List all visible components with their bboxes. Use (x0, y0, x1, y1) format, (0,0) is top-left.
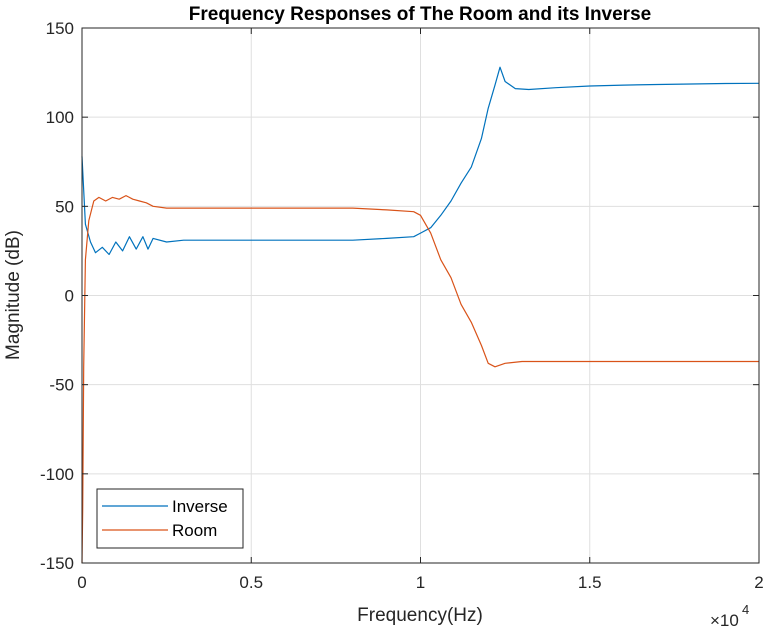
y-tick-label: -50 (49, 376, 74, 395)
series-layer (81, 66, 760, 564)
series-line-room (81, 195, 759, 564)
series-line-inverse (81, 66, 760, 256)
x-tick-label: 0 (77, 573, 86, 592)
legend-box (96, 488, 244, 549)
x-tick-label: 1 (416, 573, 425, 592)
y-tick-label: 50 (55, 197, 74, 216)
y-tick-label: 0 (65, 287, 74, 306)
legend: Inverse Room (96, 488, 244, 549)
y-tick-label: -150 (40, 554, 74, 573)
tick-labels: 0 0.5 1 1.5 2 -150 -100 -50 0 50 100 150 (40, 19, 764, 592)
x-tick-label: 0.5 (239, 573, 263, 592)
x-axis-label: Frequency(Hz) (357, 605, 483, 626)
y-tick-label: 100 (46, 108, 74, 127)
x-tick-label: 1.5 (578, 573, 602, 592)
x-exponent-power: 4 (742, 602, 749, 617)
legend-label-room: Room (172, 521, 217, 540)
grid (82, 28, 759, 563)
ticks (81, 27, 760, 564)
x-axis-exponent: ×10 4 (710, 602, 749, 630)
x-exponent-base: ×10 (710, 611, 739, 630)
y-tick-label: -100 (40, 465, 74, 484)
legend-label-inverse: Inverse (172, 497, 228, 516)
y-axis-label: Magnitude (dB) (3, 230, 24, 360)
chart-title: Frequency Responses of The Room and its … (189, 4, 651, 25)
x-tick-label: 2 (754, 573, 763, 592)
y-tick-label: 150 (46, 19, 74, 38)
